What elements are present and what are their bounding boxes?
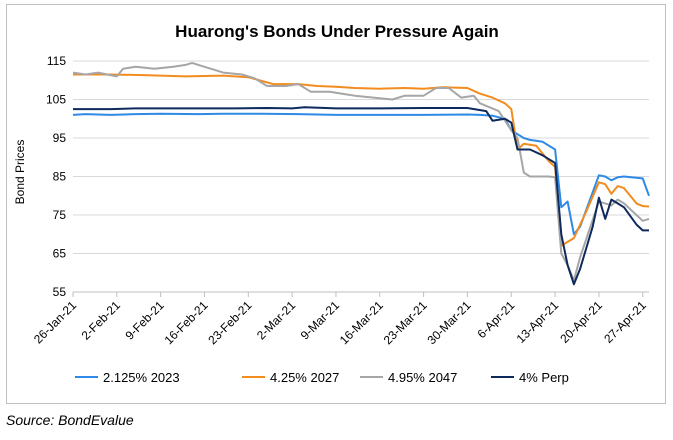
chart-frame: Huarong's Bonds Under Pressure Again Bon…	[6, 4, 666, 404]
y-axis-label: Bond Prices	[13, 140, 27, 205]
x-tick-label: 16-Feb-21	[162, 298, 211, 347]
legend: 2.125% 2023 4.25% 2027 4.95% 2047 4% Perp	[75, 370, 569, 385]
series-line-4	[73, 106, 649, 286]
series-line-2	[73, 73, 650, 247]
x-tick-label: 23-Mar-21	[381, 298, 430, 347]
series-line-3	[72, 61, 650, 282]
y-tick-label: 105	[46, 93, 66, 107]
x-tick-label: 9-Mar-21	[298, 298, 343, 343]
y-tick-label: 115	[47, 54, 66, 68]
source-note: Source: BondEvalue	[6, 412, 134, 428]
series-line-1	[72, 112, 650, 236]
x-tick-label: 30-Mar-21	[425, 298, 474, 347]
x-tick-label: 6-Apr-21	[474, 298, 517, 341]
series-lines	[72, 61, 650, 286]
legend-label: 2.125% 2023	[103, 370, 180, 385]
x-tick-label: 13-Apr-21	[514, 298, 562, 346]
y-tick-label: 95	[53, 131, 67, 145]
x-tick-label: 23-Feb-21	[205, 298, 254, 347]
x-tick-label: 9-Feb-21	[122, 298, 167, 343]
y-tick-label: 55	[53, 285, 67, 299]
y-tick-label: 85	[53, 170, 67, 184]
y-tick-label: 65	[53, 247, 67, 261]
legend-label: 4.95% 2047	[388, 370, 457, 385]
x-tick-label: 16-Mar-21	[337, 298, 386, 347]
y-tick-label: 75	[53, 208, 67, 222]
x-tick-label: 2-Feb-21	[79, 298, 124, 343]
line-chart: Huarong's Bonds Under Pressure Again Bon…	[13, 22, 650, 385]
legend-label: 4% Perp	[519, 370, 569, 385]
gridlines	[73, 60, 649, 293]
x-tick-label: 27-Apr-21	[601, 298, 649, 346]
x-tick-label: 26-Jan-21	[31, 298, 79, 346]
x-tick-label: 2-Mar-21	[254, 298, 299, 343]
legend-label: 4.25% 2027	[270, 370, 339, 385]
x-tick-label: 20-Apr-21	[557, 298, 605, 346]
chart-title: Huarong's Bonds Under Pressure Again	[175, 22, 499, 41]
